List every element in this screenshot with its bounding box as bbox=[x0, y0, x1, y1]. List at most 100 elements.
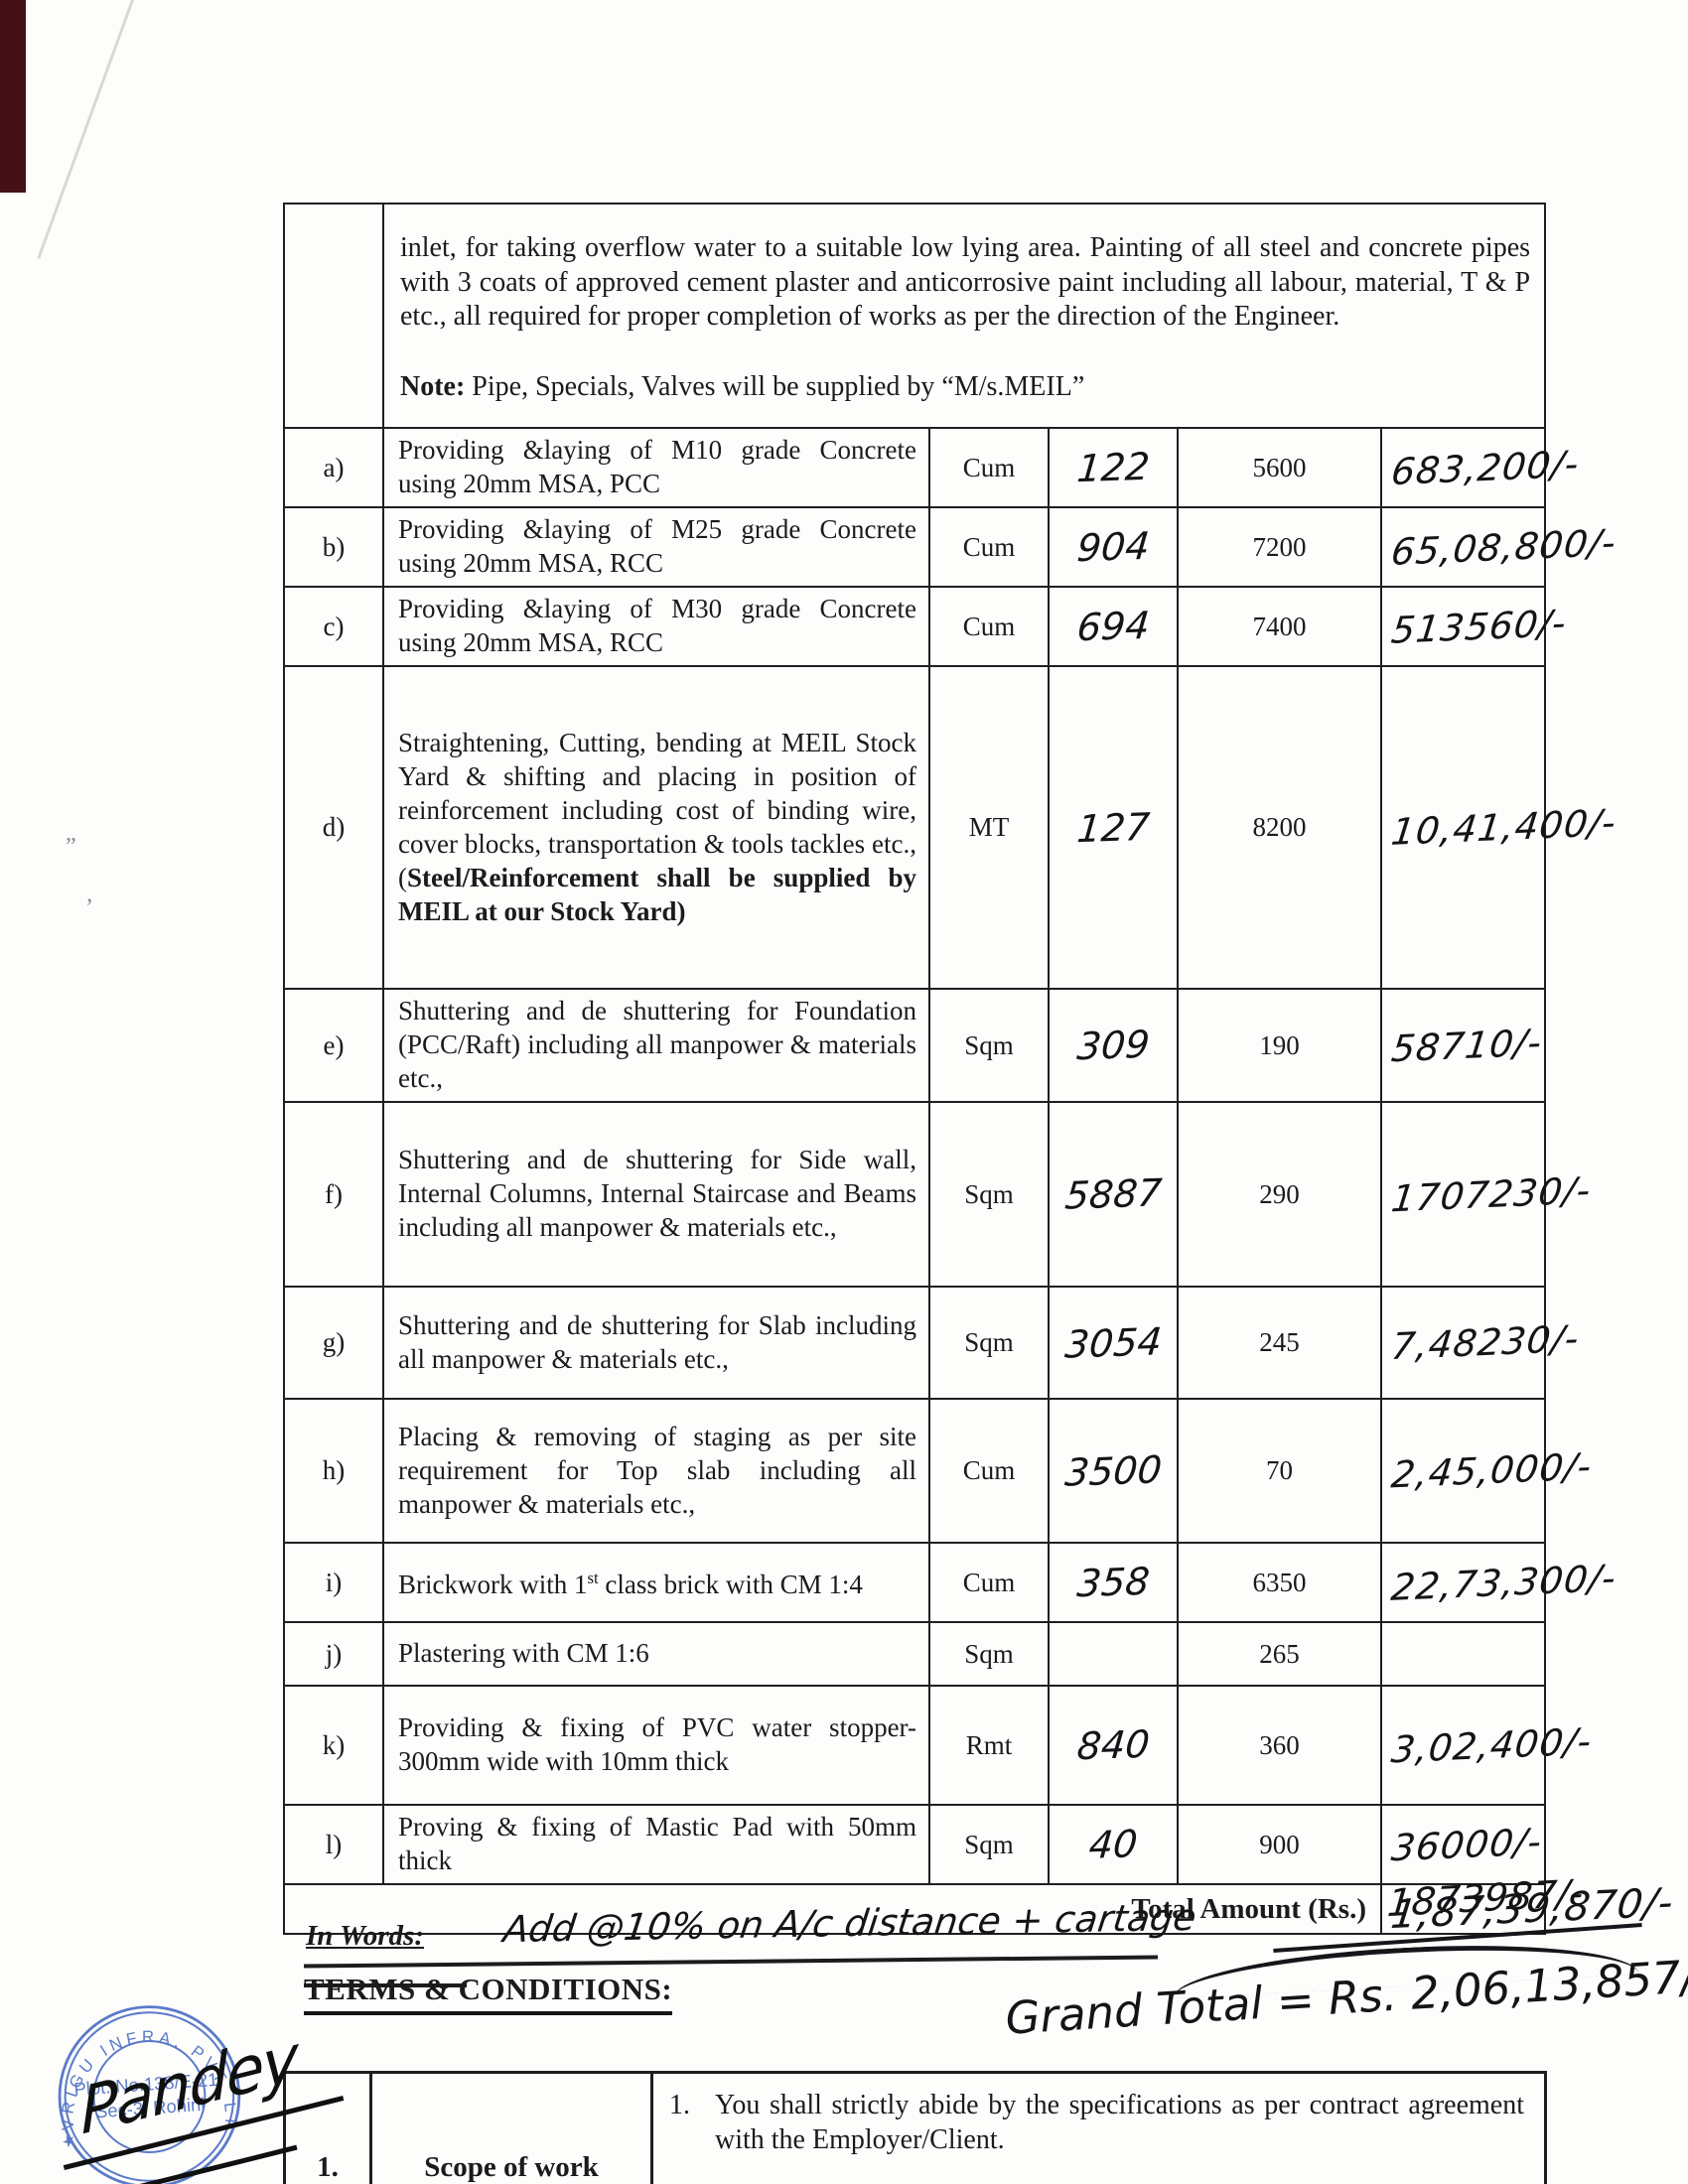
table-row-l: l) Proving & fixing of Mastic Pad with 5… bbox=[283, 1804, 1547, 1885]
row-unit: Sqm bbox=[928, 988, 1050, 1103]
row-description: Providing &laying of M30 grade Concrete … bbox=[382, 586, 930, 667]
row-description: Providing &laying of M25 grade Concrete … bbox=[382, 506, 930, 588]
row-letter: b) bbox=[283, 506, 384, 588]
row-amount-handwritten: 2,45,000/- bbox=[1379, 1398, 1595, 1544]
row-letter: h) bbox=[283, 1398, 384, 1544]
row-description: Shuttering and de shuttering for Side wa… bbox=[382, 1101, 930, 1288]
row-qty-handwritten: 5887 bbox=[1048, 1101, 1179, 1288]
table-row-e: e) Shuttering and de shuttering for Foun… bbox=[283, 988, 1547, 1103]
row-amount-handwritten: 58710/- bbox=[1379, 988, 1547, 1103]
row-qty-handwritten: 122 bbox=[1048, 427, 1179, 508]
table-row-c: c) Providing &laying of M30 grade Concre… bbox=[283, 586, 1569, 667]
row-rate: 6350 bbox=[1177, 1542, 1382, 1623]
row-description: Shuttering and de shuttering for Foundat… bbox=[382, 988, 930, 1103]
row-letter: k) bbox=[283, 1685, 384, 1806]
terms-row-1: 1. Scope of work 1. You shall strictly a… bbox=[283, 2071, 1547, 2184]
table-row-j: j) Plastering with CM 1:6 Sqm 265 bbox=[283, 1621, 1547, 1687]
row-amount-handwritten: 22,73,300/- bbox=[1379, 1542, 1618, 1623]
terms-table: 1. Scope of work 1. You shall strictly a… bbox=[283, 2071, 1547, 2184]
row-rate: 360 bbox=[1177, 1685, 1382, 1806]
row-letter: f) bbox=[283, 1101, 384, 1288]
row-unit: Cum bbox=[928, 1398, 1050, 1544]
row-rate: 265 bbox=[1177, 1621, 1382, 1687]
terms-conditions-heading: TERMS & CONDITIONS: bbox=[304, 1972, 673, 2015]
row-qty-handwritten: 309 bbox=[1048, 988, 1179, 1103]
row-unit: Rmt bbox=[928, 1685, 1050, 1806]
row-qty-handwritten: 840 bbox=[1048, 1685, 1179, 1806]
row-rate: 8200 bbox=[1177, 665, 1382, 990]
row-unit: Sqm bbox=[928, 1804, 1050, 1885]
row-amount-handwritten: 3,02,400/- bbox=[1379, 1685, 1595, 1806]
row-description: Straightening, Cutting, bending at MEIL … bbox=[382, 665, 930, 990]
row-qty-handwritten: 127 bbox=[1048, 665, 1179, 990]
scan-corner-bar bbox=[0, 0, 26, 193]
row-description-bold: Steel/Reinforcement shall be supplied by… bbox=[398, 862, 916, 926]
company-stamp: VRIGU INFRA. PVT. LT ★ Plot. No.138/E-21… bbox=[58, 2005, 241, 2184]
row-qty-handwritten: 3054 bbox=[1048, 1286, 1179, 1400]
row-letter: g) bbox=[283, 1286, 384, 1400]
row-rate: 5600 bbox=[1177, 427, 1382, 508]
row-amount-handwritten: 65,08,800/- bbox=[1379, 506, 1618, 588]
table-row-a: a) Providing &laying of M10 grade Concre… bbox=[283, 427, 1582, 508]
table-row-b: b) Providing &laying of M25 grade Concre… bbox=[283, 506, 1618, 588]
total-amount-label: Total Amount (Rs.) bbox=[283, 1883, 1382, 1935]
row-description: Providing & fixing of PVC water stopper-… bbox=[382, 1685, 930, 1806]
row-amount-handwritten bbox=[1379, 1621, 1547, 1687]
row-qty-handwritten: 40 bbox=[1048, 1804, 1179, 1885]
condition-item: 2. You shall execute the work as per the… bbox=[669, 2179, 1524, 2184]
row-amount-handwritten: 10,41,400/- bbox=[1379, 665, 1618, 990]
row-amount-handwritten: 513560/- bbox=[1379, 586, 1569, 667]
row-unit: Cum bbox=[928, 506, 1050, 588]
row-letter: d) bbox=[283, 665, 384, 990]
row-qty-handwritten: 3500 bbox=[1048, 1398, 1179, 1544]
row-amount-handwritten: 7,48230/- bbox=[1379, 1286, 1582, 1400]
stamp-star: ★ bbox=[59, 2131, 79, 2153]
row-qty-handwritten: 694 bbox=[1048, 586, 1179, 667]
table-row-intro: inlet, for taking overflow water to a su… bbox=[283, 203, 1547, 429]
row-rate: 290 bbox=[1177, 1101, 1382, 1288]
row-unit: MT bbox=[928, 665, 1050, 990]
row-unit: Cum bbox=[928, 427, 1050, 508]
row-rate: 7400 bbox=[1177, 586, 1382, 667]
terms-row-number: 1. bbox=[283, 2071, 372, 2184]
row-amount-handwritten: 36000/- bbox=[1379, 1804, 1547, 1885]
row-rate: 70 bbox=[1177, 1398, 1382, 1544]
row-qty-handwritten: 358 bbox=[1048, 1542, 1179, 1623]
stray-mark: ” bbox=[66, 834, 76, 860]
note-label: Note: bbox=[400, 370, 466, 402]
table-row-g: g) Shuttering and de shuttering for Slab… bbox=[283, 1286, 1582, 1400]
row-description: Shuttering and de shuttering for Slab in… bbox=[382, 1286, 930, 1400]
row-rate: 190 bbox=[1177, 988, 1382, 1103]
row-letter: c) bbox=[283, 586, 384, 667]
table-row-total: Total Amount (Rs.) 1,87,39,870/- bbox=[283, 1880, 1676, 1938]
row-description: Brickwork with 1st class brick with CM 1… bbox=[382, 1542, 930, 1623]
table-row-i: i) Brickwork with 1st class brick with C… bbox=[283, 1542, 1618, 1623]
table-row-f: f) Shuttering and de shuttering for Side… bbox=[283, 1101, 1594, 1288]
row-amount-handwritten: 1707230/- bbox=[1379, 1101, 1594, 1288]
row-qty-handwritten: 904 bbox=[1048, 506, 1179, 588]
row-description: Providing &laying of M10 grade Concrete … bbox=[382, 427, 930, 508]
row-unit: Cum bbox=[928, 1542, 1050, 1623]
row-description: Proving & fixing of Mastic Pad with 50mm… bbox=[382, 1804, 930, 1885]
in-words-rule-line bbox=[304, 1955, 1158, 1969]
intro-letter-cell bbox=[283, 203, 384, 429]
row-rate: 245 bbox=[1177, 1286, 1382, 1400]
row-unit: Sqm bbox=[928, 1101, 1050, 1288]
note-text: Pipe, Specials, Valves will be supplied … bbox=[465, 370, 1085, 402]
table-row-h: h) Placing & removing of staging as per … bbox=[283, 1398, 1595, 1544]
in-words-label: In Words: bbox=[306, 1920, 425, 1952]
row-letter: a) bbox=[283, 427, 384, 508]
intro-cell: inlet, for taking overflow water to a su… bbox=[381, 203, 1547, 429]
total-amount-handwritten: 1,87,39,870/- bbox=[1379, 1880, 1676, 1938]
row-letter: i) bbox=[283, 1542, 384, 1623]
terms-conditions-cell: 1. You shall strictly abide by the speci… bbox=[650, 2071, 1547, 2184]
boq-table: inlet, for taking overflow water to a su… bbox=[283, 203, 1676, 1938]
intro-paragraph: inlet, for taking overflow water to a su… bbox=[400, 232, 1531, 332]
stray-mark: ‚ bbox=[85, 882, 93, 907]
note-line: Note: Pipe, Specials, Valves will be sup… bbox=[400, 370, 1530, 405]
row-unit: Sqm bbox=[928, 1286, 1050, 1400]
table-row-k: k) Providing & fixing of PVC water stopp… bbox=[283, 1685, 1595, 1806]
row-description: Placing & removing of staging as per sit… bbox=[382, 1398, 930, 1544]
row-qty-handwritten bbox=[1048, 1621, 1179, 1687]
row-letter: j) bbox=[283, 1621, 384, 1687]
